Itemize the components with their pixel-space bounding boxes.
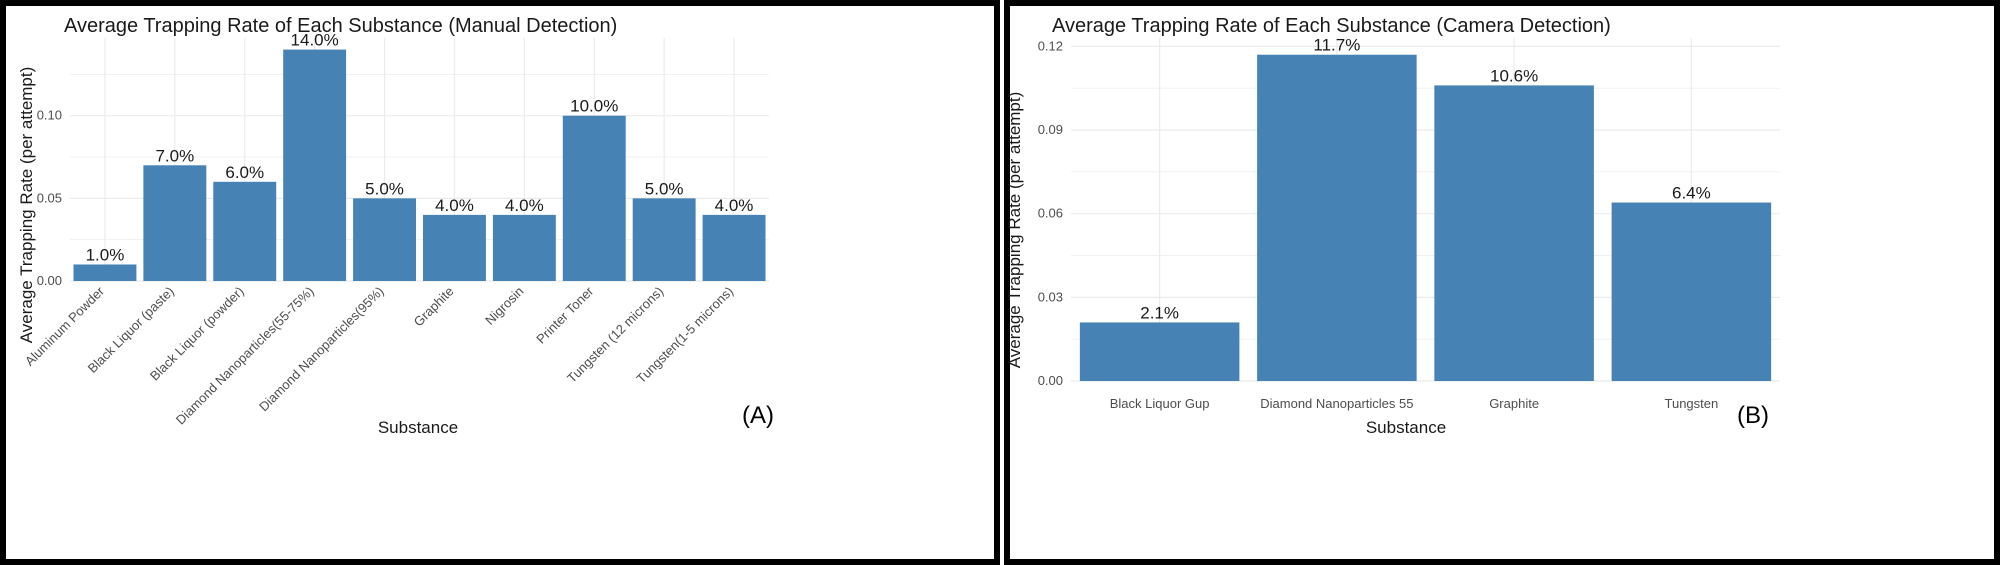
category-label: Diamond Nanoparticles(55-75%) [173, 284, 317, 428]
y-axis-label: Average Trapping Rate (per attempt) [1005, 92, 1024, 369]
category-label: Diamond Nanoparticles(95%) [256, 284, 387, 415]
bar [632, 198, 696, 281]
data-label: 4.0% [715, 196, 754, 215]
data-label: 6.0% [225, 163, 264, 182]
y-tick-label: 0.03 [1038, 289, 1063, 304]
data-label: 5.0% [645, 179, 684, 198]
category-label: Black Liquor Gup [1110, 396, 1210, 411]
bar [73, 264, 137, 281]
category-label: Printer Toner [533, 283, 597, 347]
chart-title: Average Trapping Rate of Each Substance … [64, 15, 617, 37]
bar [213, 181, 277, 281]
bar [1079, 322, 1240, 381]
bar [283, 49, 347, 282]
y-tick-label: 0.12 [1038, 38, 1063, 53]
category-label: Diamond Nanoparticles 55 [1260, 396, 1413, 411]
panel-tag: (B) [1737, 402, 1769, 429]
y-tick-label: 0.09 [1038, 122, 1063, 137]
y-axis-label: Average Trapping Rate (per attempt) [17, 67, 36, 344]
data-label: 2.1% [1140, 303, 1179, 322]
data-label: 4.0% [505, 196, 544, 215]
bar [702, 214, 766, 281]
data-label: 4.0% [435, 196, 474, 215]
category-label: Graphite [1489, 396, 1539, 411]
data-label: 7.0% [155, 146, 194, 165]
data-label: 5.0% [365, 179, 404, 198]
y-tick-label: 0.05 [37, 190, 62, 205]
y-tick-label: 0.10 [37, 108, 62, 123]
data-label: 10.0% [570, 97, 618, 116]
data-label: 1.0% [86, 245, 125, 264]
data-label: 14.0% [291, 31, 339, 50]
bar [422, 214, 486, 281]
x-axis-label: Substance [1366, 418, 1446, 437]
y-tick-label: 0.00 [1038, 373, 1063, 388]
data-label: 11.7% [1313, 36, 1360, 55]
category-label: Tungsten [1665, 396, 1719, 411]
chart-title: Average Trapping Rate of Each Substance … [1052, 15, 1611, 37]
data-label: 10.6% [1490, 66, 1538, 85]
bar [1611, 202, 1772, 381]
bar [562, 115, 626, 281]
category-label: Graphite [411, 284, 457, 330]
bar [1434, 85, 1594, 382]
bar [492, 214, 556, 281]
y-tick-label: 0.00 [37, 273, 62, 288]
bar [1257, 54, 1417, 381]
chart-panel-b: 0.00 0.03 0.06 0.09 0.12 Black Liquor Gup Dia… [1004, 0, 2000, 565]
x-axis-label: Substance [378, 418, 458, 437]
chart-panel-a: 0.00 0.05 0.10 Aluminum Powder Black Liquor… [0, 0, 1000, 565]
camera-detection-chart: 0.00 0.03 0.06 0.09 0.12 Black Liquor Gup Dia… [1005, 15, 1780, 437]
y-tick-label: 0.06 [1038, 206, 1063, 221]
panel-tag: (A) [742, 402, 774, 429]
bar [353, 198, 417, 281]
bar [143, 165, 207, 281]
category-label: Nigrosin [482, 284, 526, 328]
data-label: 6.4% [1672, 184, 1711, 203]
